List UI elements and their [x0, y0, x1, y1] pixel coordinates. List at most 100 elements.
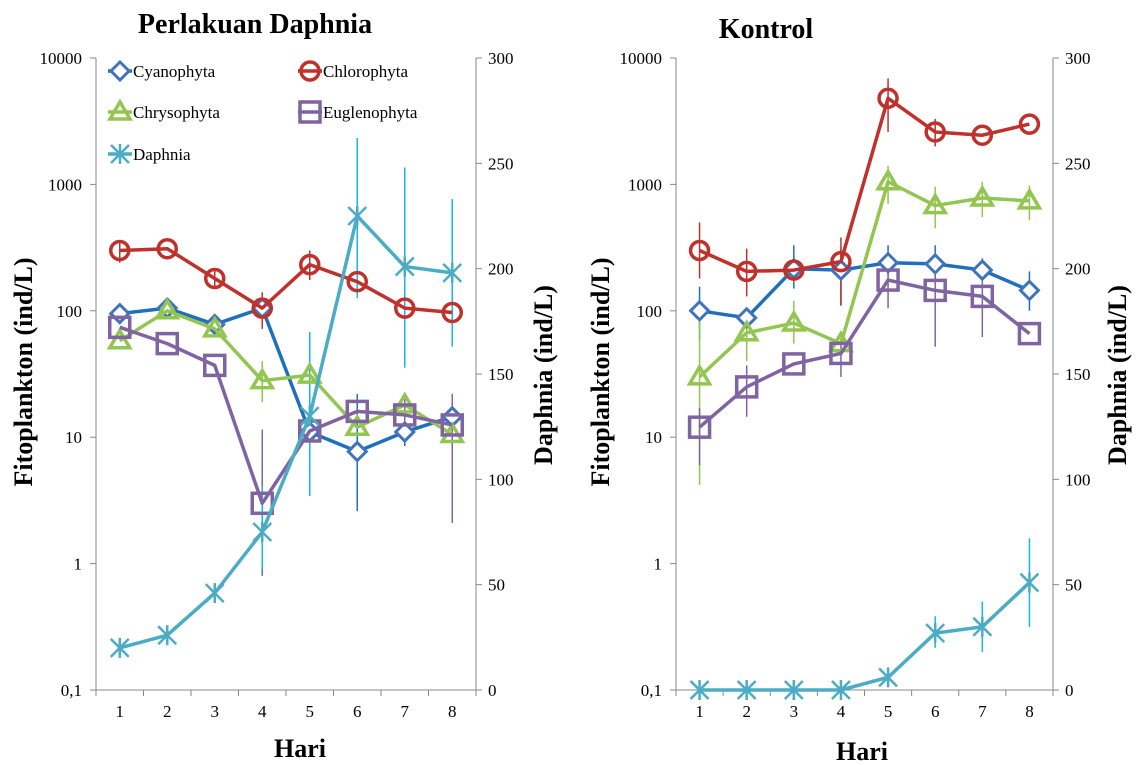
y-right-tick-label: 100	[1065, 470, 1091, 489]
series-line-euglenophyta	[698, 278, 1031, 429]
chart-kontrol: Kontrol Hari Fitoplankton (ind/L) Daphni…	[586, 14, 1132, 765]
y-left-tick-label: 1	[74, 555, 83, 574]
marker-euglenophyta	[734, 375, 759, 399]
y-axis-left-title: Fitoplankton (ind/L)	[586, 257, 615, 486]
marker-euglenophyta	[1017, 321, 1042, 346]
y-left-tick-label: 10	[65, 428, 82, 447]
marker-chrysophyta	[439, 421, 466, 444]
marker-daphnia	[204, 583, 225, 604]
x-tick-label: 1	[695, 702, 704, 721]
marker-chrysophyta	[296, 361, 323, 384]
y-left-tick-label: 0,1	[641, 681, 662, 700]
marker-daphnia	[157, 625, 178, 646]
y-right-tick-label: 300	[1065, 49, 1091, 68]
marker-euglenophyta	[876, 268, 900, 292]
marker-cyanophyta	[108, 302, 131, 325]
marker-cyanophyta	[971, 258, 994, 282]
y-left-tick-label: 1000	[628, 175, 662, 194]
y-right-tick-label: 300	[488, 49, 514, 68]
marker-chrysophyta	[1016, 187, 1043, 210]
series-chlorophyta	[109, 237, 463, 324]
chart-title: Kontrol	[719, 14, 814, 45]
marker-euglenophyta	[782, 352, 806, 376]
marker-cyanophyta	[393, 420, 416, 444]
y-axis-right-title: Daphnia (ind/L)	[529, 285, 558, 465]
marker-chlorophyta	[971, 124, 994, 146]
y-right-tick-label: 250	[488, 154, 514, 173]
series-cyanophyta	[108, 297, 464, 463]
x-axis-title: Hari	[836, 737, 888, 765]
y-left-tick-label: 1000	[48, 175, 82, 194]
legend-label: Euglenophyta	[323, 103, 418, 122]
marker-chlorophyta	[1018, 113, 1041, 135]
y-right-tick-label: 200	[488, 260, 514, 279]
legend-item-chlorophyta: Chlorophyta	[298, 60, 408, 82]
y-right-tick-label: 200	[1065, 260, 1091, 279]
marker-chrysophyta	[201, 315, 228, 338]
marker-daphnia	[347, 206, 368, 226]
series-euglenophyta	[108, 315, 464, 516]
marker-daphnia	[736, 680, 757, 700]
y-axis-right-title: Daphnia (ind/L)	[1103, 285, 1132, 465]
marker-daphnia	[972, 616, 993, 637]
marker-euglenophyta	[298, 100, 322, 124]
marker-chrysophyta	[249, 367, 276, 390]
x-tick-label: 5	[884, 702, 893, 721]
marker-cyanophyta	[108, 59, 132, 83]
marker-chlorophyta	[299, 60, 321, 82]
marker-daphnia	[394, 256, 415, 277]
marker-daphnia	[110, 144, 130, 164]
y-right-tick-label: 50	[1065, 576, 1082, 595]
x-tick-label: 4	[258, 702, 267, 721]
x-tick-label: 1	[116, 702, 125, 721]
marker-euglenophyta	[687, 415, 712, 439]
marker-daphnia	[252, 522, 273, 542]
series-daphnia	[109, 206, 463, 658]
legend: Cyanophyta Chlorophyta Chrysophyta Euglenop…	[106, 59, 418, 164]
marker-chrysophyta	[733, 319, 760, 342]
marker-daphnia	[299, 406, 320, 427]
y-left-tick-label: 1	[654, 555, 663, 574]
marker-chrysophyta	[922, 192, 949, 215]
x-tick-label: 6	[353, 702, 362, 721]
x-tick-label: 3	[790, 702, 799, 721]
x-tick-label: 6	[931, 702, 940, 721]
marker-euglenophyta	[203, 353, 227, 378]
marker-daphnia	[442, 262, 463, 283]
marker-daphnia	[878, 667, 898, 688]
x-axis-title: Hari	[274, 734, 326, 763]
x-tick-label: 3	[211, 702, 220, 721]
marker-chlorophyta	[156, 237, 178, 260]
plot-area: 0,1 1 10 100 1000 10000 0 50 100 150 200 250 300 1 2 3 4…	[40, 49, 514, 721]
y-axis-left-title: Fitoplankton (ind/L)	[9, 257, 38, 486]
series-line-daphnia	[699, 581, 1031, 692]
marker-daphnia	[109, 637, 130, 658]
chart-perlakuan-daphnia: Perlakuan Daphnia Hari Fitoplankton (ind…	[9, 9, 558, 763]
marker-euglenophyta	[923, 278, 947, 303]
marker-chrysophyta	[875, 168, 902, 191]
y-right-tick-label: 50	[488, 576, 505, 595]
legend-label: Cyanophyta	[133, 62, 216, 81]
x-tick-label: 5	[306, 702, 315, 721]
marker-euglenophyta	[345, 399, 369, 424]
legend-item-euglenophyta: Euglenophyta	[298, 100, 418, 124]
marker-daphnia	[925, 623, 946, 644]
marker-chrysophyta	[344, 413, 371, 436]
y-left-tick-label: 100	[637, 302, 663, 321]
marker-euglenophyta	[393, 403, 417, 427]
legend-label: Daphnia	[133, 145, 191, 164]
legend-label: Chlorophyta	[323, 62, 408, 81]
marker-chlorophyta	[441, 301, 463, 324]
marker-euglenophyta	[155, 331, 179, 356]
y-right-tick-label: 150	[488, 365, 514, 384]
series-line-chlorophyta	[698, 96, 1030, 274]
series-daphnia	[689, 572, 1040, 700]
legend-label: Chrysophyta	[133, 103, 220, 122]
marker-chlorophyta	[735, 260, 758, 283]
marker-cyanophyta	[924, 252, 947, 276]
marker-daphnia	[689, 680, 710, 700]
series-line-euglenophyta	[119, 325, 453, 506]
marker-chlorophyta	[204, 267, 226, 290]
y-left-tick-label: 10000	[40, 49, 83, 68]
